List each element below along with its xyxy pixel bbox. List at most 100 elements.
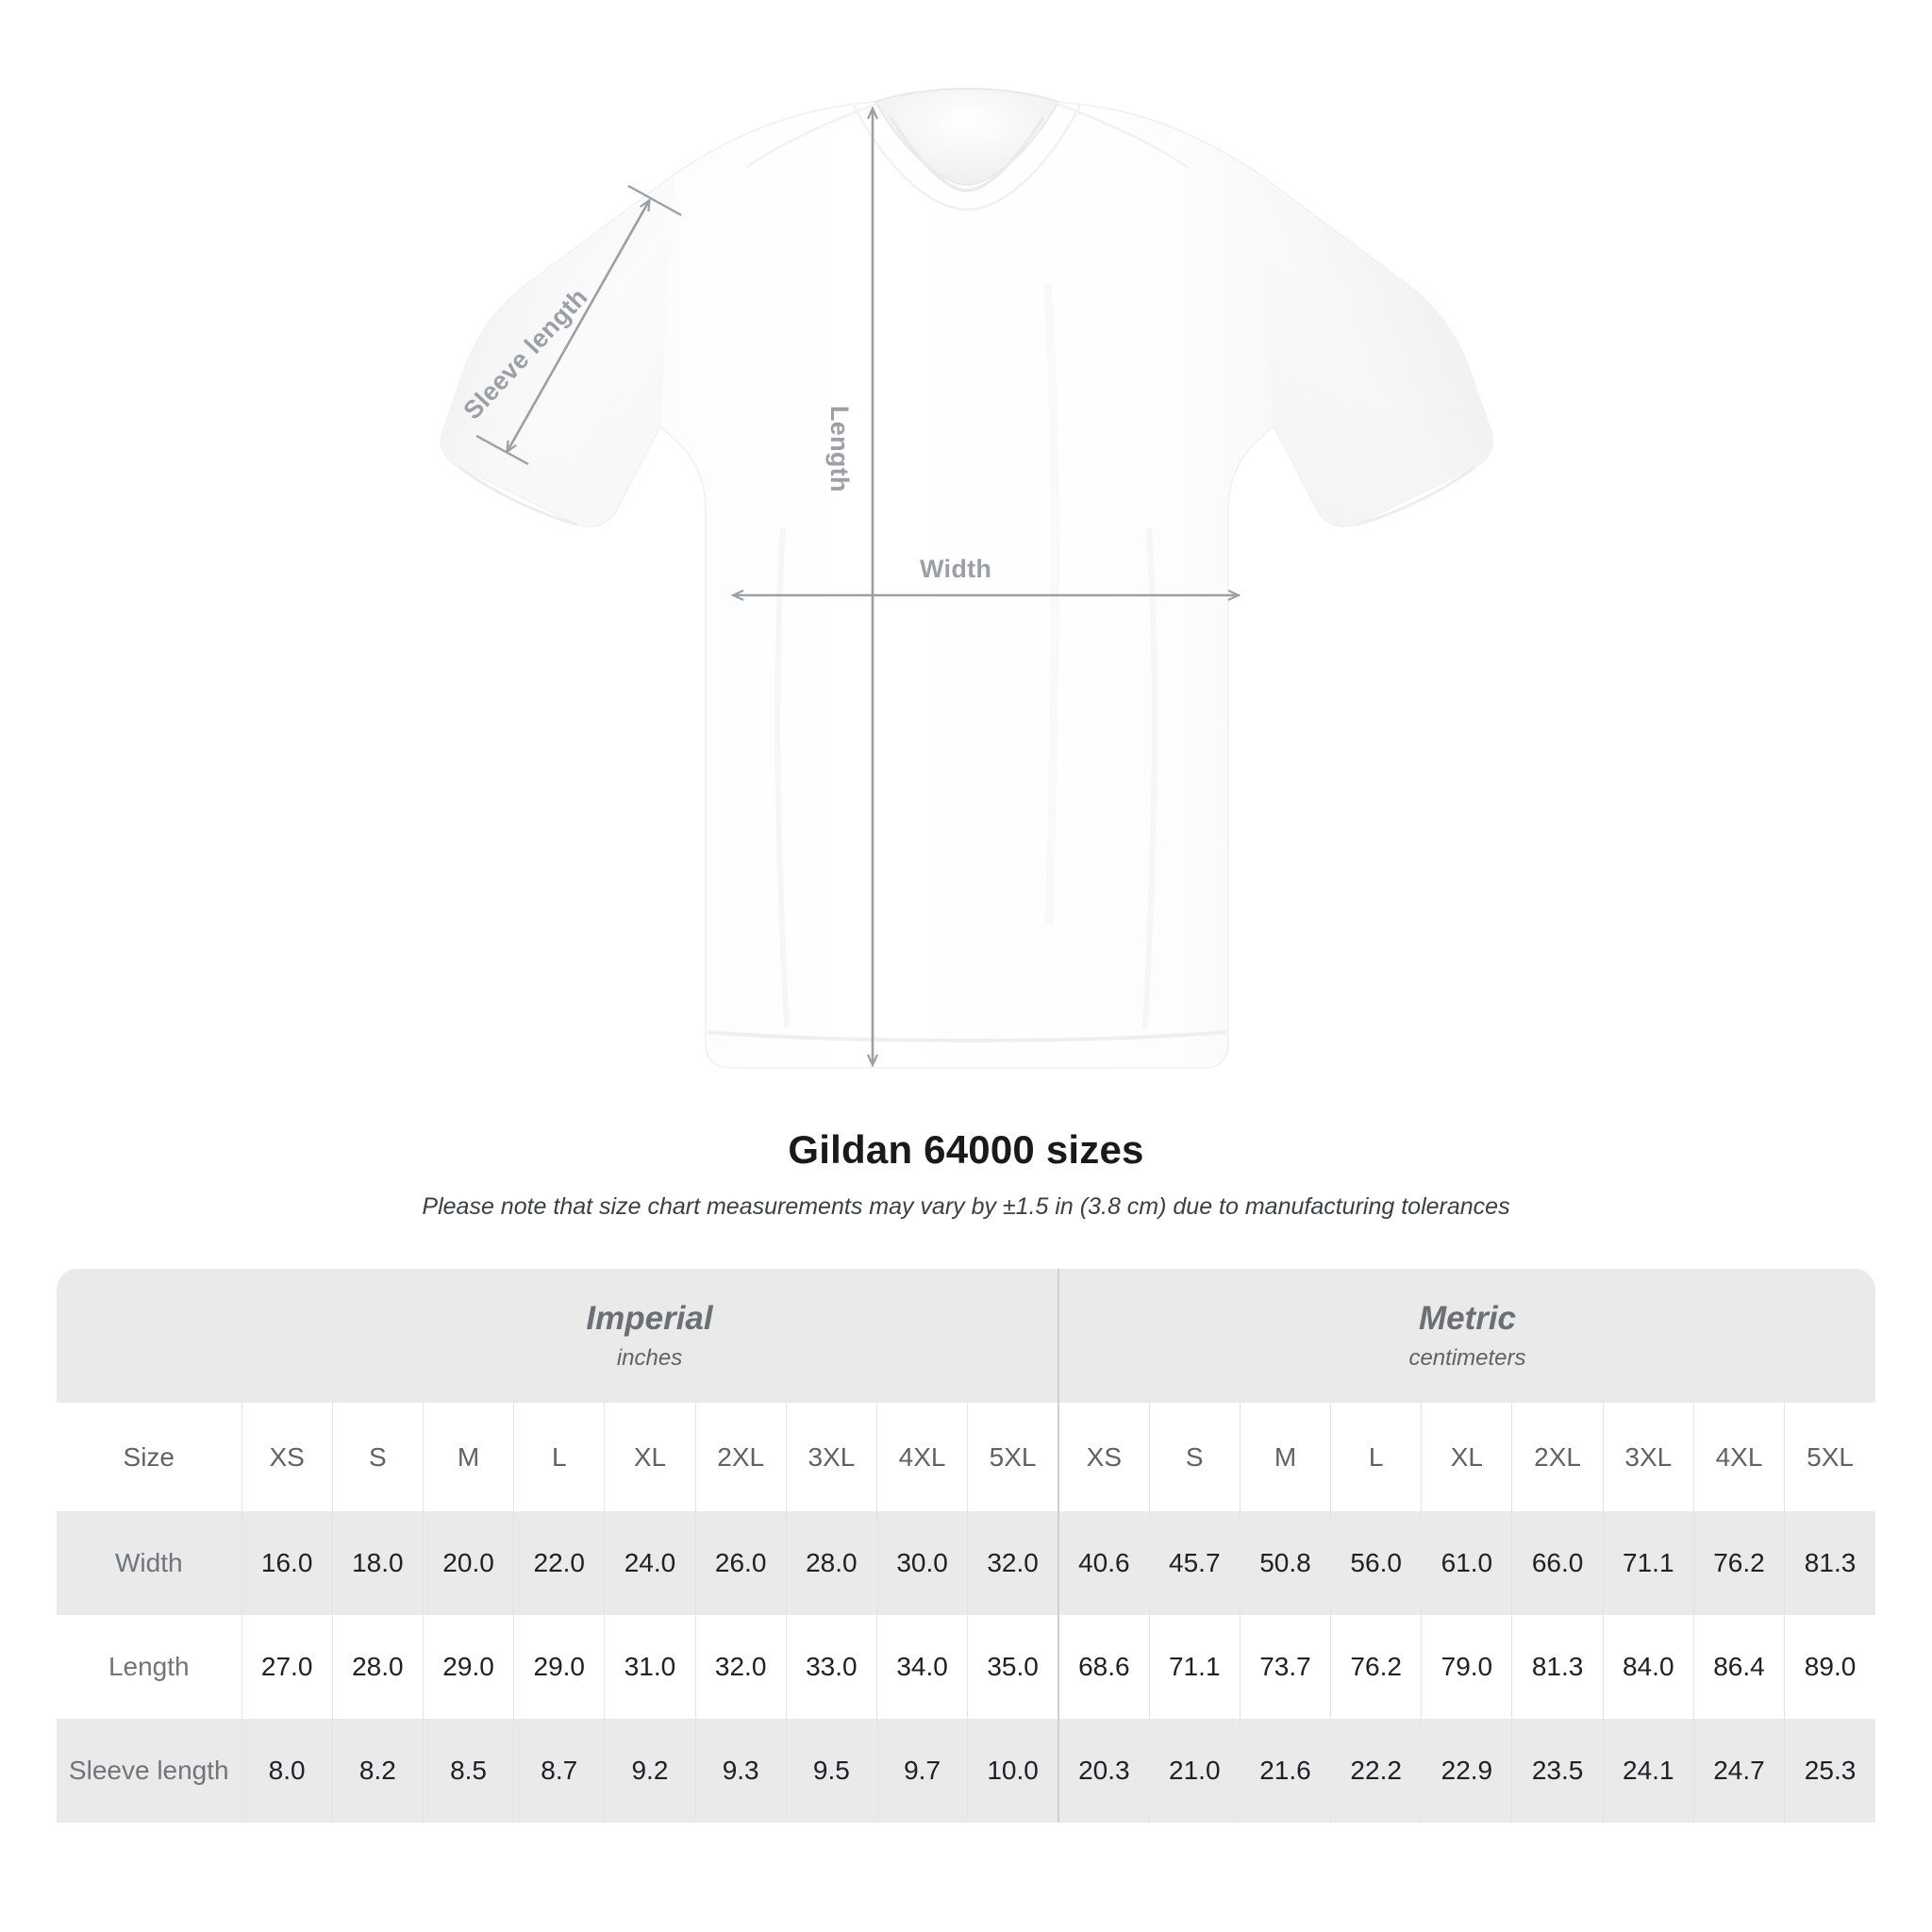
cell-length-metric-2xl: 81.3 — [1511, 1615, 1604, 1719]
cell-sleeve-metric-5xl: 25.3 — [1784, 1719, 1875, 1823]
table-row-length: Length 27.0 28.0 29.0 29.0 31.0 32.0 33.… — [57, 1615, 1875, 1719]
title-block: Gildan 64000 sizes Please note that size… — [0, 1127, 1932, 1221]
size-col-imperial-s: S — [331, 1403, 424, 1511]
cell-length-metric-5xl: 89.0 — [1784, 1615, 1875, 1719]
unit-group-metric: Metric centimeters — [1057, 1269, 1875, 1403]
cell-sleeve-metric-s: 21.0 — [1148, 1719, 1241, 1823]
cell-width-imperial-xs: 16.0 — [241, 1511, 333, 1615]
size-col-imperial-2xl: 2XL — [694, 1403, 787, 1511]
page-title: Gildan 64000 sizes — [788, 1127, 1144, 1172]
cell-width-imperial-s: 18.0 — [331, 1511, 424, 1615]
cell-sleeve-imperial-3xl: 9.5 — [785, 1719, 877, 1823]
size-col-imperial-xs: XS — [241, 1403, 333, 1511]
size-col-imperial-xl: XL — [604, 1403, 696, 1511]
unit-sub-metric: centimeters — [1408, 1345, 1526, 1372]
size-col-metric-4xl: 4XL — [1692, 1403, 1785, 1511]
length-label: Length — [825, 406, 854, 492]
cell-sleeve-imperial-4xl: 9.7 — [875, 1719, 968, 1823]
cell-length-metric-3xl: 84.0 — [1602, 1615, 1694, 1719]
cell-length-metric-xs: 68.6 — [1057, 1615, 1150, 1719]
cell-sleeve-imperial-xl: 9.2 — [604, 1719, 696, 1823]
cell-sleeve-imperial-l: 8.7 — [513, 1719, 605, 1823]
cell-length-imperial-xl: 31.0 — [604, 1615, 696, 1719]
page-subtitle: Please note that size chart measurements… — [422, 1193, 1510, 1220]
unit-header-spacer — [57, 1269, 242, 1403]
cell-length-imperial-m: 29.0 — [422, 1615, 514, 1719]
cell-width-imperial-l: 22.0 — [513, 1511, 605, 1615]
cell-length-metric-4xl: 86.4 — [1692, 1615, 1785, 1719]
cell-width-metric-xl: 61.0 — [1421, 1511, 1512, 1615]
cell-sleeve-metric-l: 22.2 — [1330, 1719, 1422, 1823]
size-table: Imperial inches Metric centimeters Size … — [57, 1269, 1875, 1823]
row-label-length: Length — [57, 1615, 242, 1719]
cell-sleeve-metric-3xl: 24.1 — [1602, 1719, 1694, 1823]
cell-width-metric-l: 56.0 — [1330, 1511, 1422, 1615]
cell-sleeve-metric-2xl: 23.5 — [1511, 1719, 1604, 1823]
size-col-metric-m: M — [1239, 1403, 1331, 1511]
cell-length-imperial-xs: 27.0 — [241, 1615, 333, 1719]
unit-header-row: Imperial inches Metric centimeters — [57, 1269, 1875, 1403]
cell-width-metric-4xl: 76.2 — [1692, 1511, 1785, 1615]
size-col-imperial-4xl: 4XL — [875, 1403, 968, 1511]
table-row-sleeve-length: Sleeve length 8.0 8.2 8.5 8.7 9.2 9.3 9.… — [57, 1719, 1875, 1823]
cell-length-metric-l: 76.2 — [1330, 1615, 1422, 1719]
cell-width-metric-2xl: 66.0 — [1511, 1511, 1604, 1615]
cell-width-metric-m: 50.8 — [1239, 1511, 1331, 1615]
unit-name-imperial: Imperial — [586, 1299, 713, 1337]
size-col-metric-2xl: 2XL — [1511, 1403, 1604, 1511]
cell-width-metric-5xl: 81.3 — [1784, 1511, 1875, 1615]
size-col-imperial-5xl: 5XL — [967, 1403, 1058, 1511]
size-header-row: Size XS S M L XL 2XL 3XL 4XL 5XL XS S M … — [57, 1403, 1875, 1511]
cell-sleeve-imperial-5xl: 10.0 — [967, 1719, 1058, 1823]
cell-length-metric-xl: 79.0 — [1421, 1615, 1512, 1719]
cell-width-metric-xs: 40.6 — [1057, 1511, 1150, 1615]
tshirt-diagram: Width Length Sleeve length — [440, 87, 1494, 1069]
cell-length-imperial-2xl: 32.0 — [694, 1615, 787, 1719]
size-col-imperial-3xl: 3XL — [785, 1403, 877, 1511]
size-col-metric-l: L — [1330, 1403, 1422, 1511]
row-label-width: Width — [57, 1511, 242, 1615]
dimension-lines — [475, 109, 1238, 1064]
cell-width-imperial-xl: 24.0 — [604, 1511, 696, 1615]
width-label: Width — [920, 555, 992, 583]
cell-sleeve-imperial-s: 8.2 — [331, 1719, 424, 1823]
cell-length-imperial-l: 29.0 — [513, 1615, 605, 1719]
cell-sleeve-metric-xl: 22.9 — [1421, 1719, 1512, 1823]
unit-name-metric: Metric — [1418, 1299, 1517, 1337]
cell-width-metric-3xl: 71.1 — [1602, 1511, 1694, 1615]
sleeve-tick-bottom — [475, 434, 529, 466]
cell-width-imperial-2xl: 26.0 — [694, 1511, 787, 1615]
cell-length-imperial-3xl: 33.0 — [785, 1615, 877, 1719]
sleeve-tick-top — [627, 184, 682, 217]
cell-sleeve-metric-4xl: 24.7 — [1692, 1719, 1785, 1823]
cell-sleeve-metric-xs: 20.3 — [1057, 1719, 1150, 1823]
cell-length-imperial-4xl: 34.0 — [875, 1615, 968, 1719]
cell-length-imperial-s: 28.0 — [331, 1615, 424, 1719]
cell-length-metric-s: 71.1 — [1148, 1615, 1241, 1719]
size-header-label: Size — [57, 1403, 242, 1511]
cell-width-imperial-4xl: 30.0 — [875, 1511, 968, 1615]
cell-sleeve-imperial-xs: 8.0 — [241, 1719, 333, 1823]
size-col-imperial-l: L — [513, 1403, 605, 1511]
size-col-metric-s: S — [1148, 1403, 1241, 1511]
cell-sleeve-metric-m: 21.6 — [1239, 1719, 1331, 1823]
size-col-imperial-m: M — [422, 1403, 514, 1511]
size-col-metric-xl: XL — [1421, 1403, 1512, 1511]
cell-sleeve-imperial-m: 8.5 — [422, 1719, 514, 1823]
cell-width-imperial-5xl: 32.0 — [967, 1511, 1058, 1615]
table-row-width: Width 16.0 18.0 20.0 22.0 24.0 26.0 28.0… — [57, 1511, 1875, 1615]
cell-width-metric-s: 45.7 — [1148, 1511, 1241, 1615]
unit-group-imperial: Imperial inches — [242, 1269, 1058, 1403]
size-table-container: Imperial inches Metric centimeters Size … — [57, 1269, 1875, 1823]
size-col-metric-3xl: 3XL — [1602, 1403, 1694, 1511]
sleeve-dimension-line — [508, 201, 649, 451]
cell-width-imperial-3xl: 28.0 — [785, 1511, 877, 1615]
unit-sub-imperial: inches — [616, 1345, 683, 1372]
cell-length-imperial-5xl: 35.0 — [967, 1615, 1058, 1719]
tshirt-illustration — [440, 87, 1494, 1069]
cell-width-imperial-m: 20.0 — [422, 1511, 514, 1615]
cell-length-metric-m: 73.7 — [1239, 1615, 1331, 1719]
row-label-sleeve-length: Sleeve length — [57, 1719, 242, 1823]
size-col-metric-xs: XS — [1057, 1403, 1150, 1511]
